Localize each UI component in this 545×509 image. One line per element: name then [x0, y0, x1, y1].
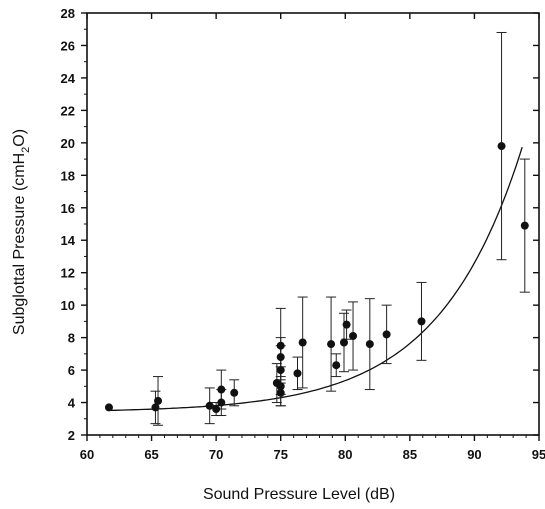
x-tick-label: 85	[403, 447, 417, 462]
data-point	[382, 330, 391, 339]
x-tick-label: 90	[467, 447, 481, 462]
y-axis-title-end: O)	[11, 129, 28, 147]
data-point	[276, 353, 285, 362]
x-tick-label: 65	[144, 447, 158, 462]
x-tick-label: 60	[80, 447, 94, 462]
data-point	[230, 388, 239, 397]
data-point	[339, 338, 348, 347]
y-axis-title: Subglottal Pressure (cmH2O)	[11, 129, 32, 335]
data-point	[349, 331, 358, 340]
data-point	[276, 366, 285, 375]
data-point	[276, 382, 285, 391]
data-point	[332, 361, 341, 370]
data-point	[365, 340, 374, 349]
data-point	[293, 369, 302, 378]
y-tick-label: 8	[68, 331, 75, 346]
data-point	[154, 396, 163, 405]
y-tick-label: 10	[61, 298, 75, 313]
y-tick-label: 20	[61, 136, 75, 151]
data-point	[298, 338, 307, 347]
y-tick-label: 12	[61, 266, 75, 281]
y-axis-title-subscript: 2	[20, 147, 32, 153]
x-tick-label: 75	[273, 447, 287, 462]
data-point	[520, 221, 529, 230]
data-point	[212, 405, 221, 414]
x-tick-label: 70	[209, 447, 223, 462]
y-tick-label: 6	[68, 363, 75, 378]
y-axis-title-main: Subglottal Pressure (cmH	[11, 153, 28, 335]
data-point	[417, 317, 426, 326]
x-tick-label: 80	[338, 447, 352, 462]
y-tick-label: 4	[68, 396, 76, 411]
error-bars	[150, 31, 530, 426]
fit-curve	[108, 147, 523, 412]
data-point	[217, 385, 226, 394]
y-tick-label: 24	[61, 71, 76, 86]
y-tick-label: 28	[61, 6, 75, 21]
data-points	[104, 142, 529, 414]
data-point	[327, 340, 336, 349]
y-tick-label: 26	[61, 38, 75, 53]
y-tick-label: 18	[61, 168, 75, 183]
data-point	[276, 388, 285, 397]
plot-area	[86, 12, 540, 436]
y-tick-label: 16	[61, 201, 75, 216]
data-point	[342, 320, 351, 329]
y-tick-label: 22	[61, 103, 75, 118]
x-axis-title: Sound Pressure Level (dB)	[203, 486, 395, 503]
data-point	[276, 341, 285, 350]
data-point	[151, 403, 160, 412]
data-point	[217, 398, 226, 407]
plot-frame	[86, 12, 540, 436]
data-point	[205, 401, 214, 410]
y-tick-label: 2	[68, 428, 75, 443]
fit-curve-group	[108, 147, 523, 412]
data-point	[497, 142, 506, 151]
x-tick-label: 95	[532, 447, 545, 462]
data-point	[104, 403, 113, 412]
y-tick-label: 14	[61, 233, 76, 248]
